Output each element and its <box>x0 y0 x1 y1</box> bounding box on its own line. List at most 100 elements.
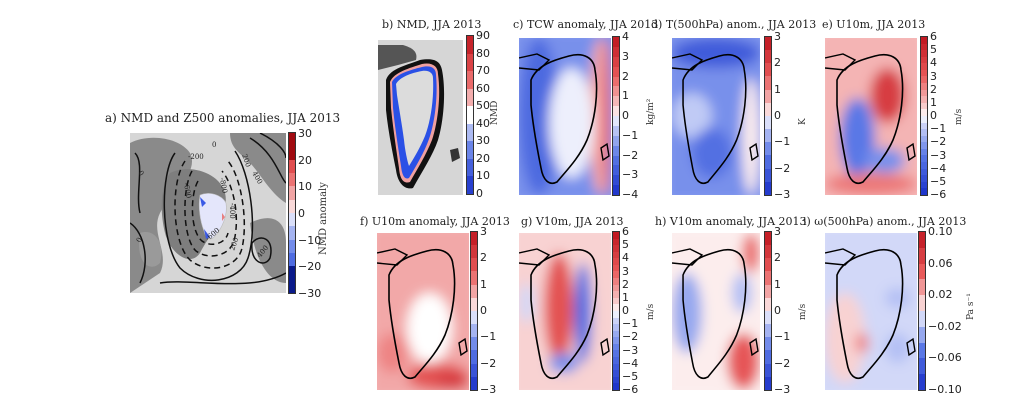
field-region <box>672 38 760 68</box>
panel-b-colorbar-label: NMD <box>490 100 500 125</box>
colorbar-segment <box>613 135 619 146</box>
colorbar-segment <box>613 271 619 279</box>
panel-d-colorbar-label: K <box>798 118 808 125</box>
colorbar-segment <box>289 186 295 200</box>
colorbar-tick-label: −3 <box>622 168 639 182</box>
panel-d-map <box>672 38 760 195</box>
negative-anomaly-patch <box>204 229 210 239</box>
field-region <box>865 148 905 173</box>
contour-line <box>191 180 229 245</box>
iceland-coastline <box>749 337 759 357</box>
colorbar-segment <box>921 175 927 182</box>
colorbar-segment <box>471 271 477 285</box>
contour-label: 200 <box>228 236 240 251</box>
colorbar-segment <box>765 102 771 116</box>
field-region <box>437 373 469 390</box>
ice-interior <box>396 70 434 166</box>
field-region <box>692 128 732 178</box>
ellesmere-coastline <box>825 248 857 266</box>
colorbar-segment <box>919 247 925 264</box>
colorbar-tick-label: −2 <box>930 135 947 149</box>
panel-c-colorbar-label: kg/m² <box>646 98 656 125</box>
colorbar-tick-label: 30 <box>476 134 490 148</box>
panel-d-svg <box>672 38 760 195</box>
iceland-coastline <box>906 337 916 357</box>
panel-h-map <box>672 233 760 390</box>
colorbar-tick-label: 1 <box>930 95 937 109</box>
field-region <box>885 333 910 363</box>
colorbar-tick-label: 6 <box>930 30 937 43</box>
colorbar-segment <box>467 106 473 124</box>
colorbar-segment <box>289 212 295 227</box>
colorbar-segment <box>471 232 477 246</box>
panel-d-colorbar <box>764 36 772 196</box>
land-patch <box>161 169 226 260</box>
field-region <box>407 293 452 363</box>
panel-c-svg <box>519 38 611 195</box>
colorbar-tick-label: −3 <box>480 383 497 396</box>
colorbar-segment <box>613 96 619 107</box>
colorbar-tick-label: −5 <box>622 369 639 383</box>
colorbar-tick-label: 0 <box>774 109 781 122</box>
colorbar-tick-label: −3 <box>930 148 947 162</box>
colorbar-segment <box>765 350 771 364</box>
panel-c-title: c) TCW anomaly, JJA 2013 <box>513 18 659 31</box>
colorbar-tick-label: −2 <box>622 330 639 344</box>
colorbar-segment <box>471 245 477 259</box>
ellesmere-coastline <box>377 248 409 266</box>
colorbar-tick-label: 10 <box>298 180 312 194</box>
colorbar-segment <box>613 46 619 57</box>
contour-line <box>163 150 254 282</box>
colorbar-segment <box>613 291 619 298</box>
ellesmere-coastline <box>519 248 551 266</box>
colorbar-tick-label: −0.06 <box>928 351 962 365</box>
greenland-coastline <box>836 54 904 184</box>
colorbar-tick-label: 2 <box>622 277 629 291</box>
colorbar-segment <box>921 102 927 110</box>
colorbar-tick-label: 0 <box>622 304 629 317</box>
panel-b-svg <box>378 45 460 189</box>
colorbar-tick-label: 0 <box>480 304 487 317</box>
colorbar-tick-label: 0.10 <box>928 225 953 238</box>
panel-i-colorbar <box>918 231 926 391</box>
panel-a-colorbar <box>288 132 296 294</box>
colorbar-segment <box>921 83 927 90</box>
contour-line <box>159 272 286 285</box>
land-patch <box>250 218 286 283</box>
colorbar-segment <box>921 43 927 51</box>
colorbar-segment <box>471 363 477 377</box>
iceland-coastline <box>749 142 759 162</box>
greenland-coastline <box>836 249 904 379</box>
colorbar-tick-label: −10 <box>298 233 322 247</box>
colorbar-tick-label: −2 <box>622 148 639 162</box>
panel-g-svg <box>519 233 611 390</box>
contour-line <box>174 160 246 269</box>
colorbar-tick-label: 20 <box>476 151 490 165</box>
colorbar-segment <box>765 376 771 390</box>
colorbar-tick-label: 1 <box>774 277 781 291</box>
colorbar-tick-label: 40 <box>476 116 490 130</box>
colorbar-segment <box>921 96 927 103</box>
panel-b-map <box>378 40 463 195</box>
colorbar-segment <box>765 63 771 77</box>
colorbar-tick-label: 4 <box>622 251 629 265</box>
iceland-coastline <box>600 142 610 162</box>
panel-g-title: g) V10m, JJA 2013 <box>521 215 624 228</box>
panel-a-title: a) NMD and Z500 anomalies, JJA 2013 <box>105 111 341 125</box>
colorbar-segment <box>289 199 295 213</box>
colorbar-tick-label: −1 <box>774 330 791 344</box>
colorbar-segment <box>919 358 925 375</box>
greenland-coastline <box>530 54 598 184</box>
colorbar-segment <box>289 279 295 293</box>
colorbar-segment <box>919 342 925 359</box>
colorbar-segment <box>613 330 619 338</box>
colorbar-segment <box>289 266 295 280</box>
colorbar-segment <box>613 343 619 351</box>
field-region <box>519 38 559 195</box>
field-region <box>870 68 905 123</box>
colorbar-segment <box>613 310 619 318</box>
colorbar-segment <box>921 50 927 57</box>
panel-c-colorbar <box>612 36 620 196</box>
colorbar-tick-label: 2 <box>622 69 629 83</box>
colorbar-segment <box>289 252 295 267</box>
